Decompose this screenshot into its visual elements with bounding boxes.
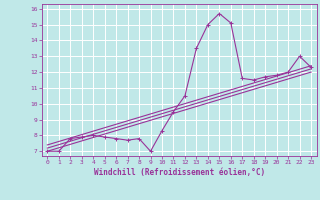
X-axis label: Windchill (Refroidissement éolien,°C): Windchill (Refroidissement éolien,°C) bbox=[94, 168, 265, 177]
